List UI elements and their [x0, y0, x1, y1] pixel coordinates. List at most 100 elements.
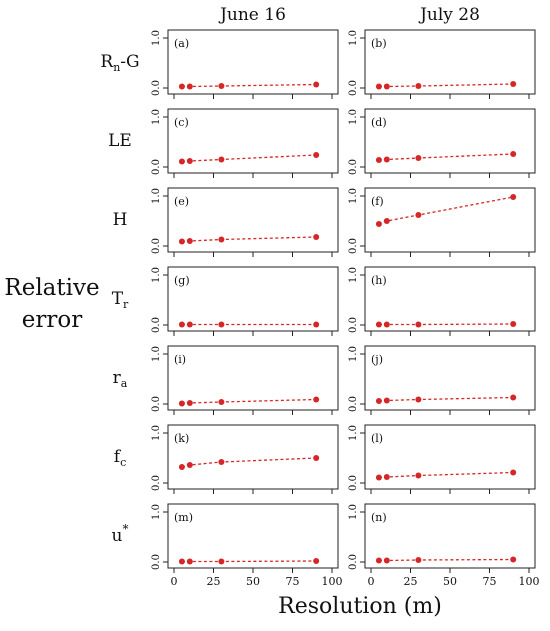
panel: 0.0 1.0 (i) [151, 345, 339, 415]
panel-label: (g) [174, 274, 190, 287]
series-line [378, 153, 514, 161]
data-point [186, 400, 193, 406]
row-label: LE [108, 131, 132, 151]
data-point [186, 158, 193, 164]
data-point [218, 156, 225, 163]
panel-label: (j) [371, 353, 383, 366]
data-point [375, 557, 382, 564]
series-line [181, 398, 317, 405]
data-point [375, 398, 382, 404]
row-label: u* [112, 522, 129, 546]
y-tick-label: 0.0 [151, 554, 162, 570]
panel: 0.0 1.0 (b) [348, 29, 536, 99]
x-tick-label: 100 [519, 575, 540, 588]
data-point [186, 83, 193, 90]
data-point [375, 474, 382, 481]
series-line [181, 154, 317, 163]
panel-frame [364, 108, 536, 174]
panel-label: (m) [174, 511, 193, 524]
data-point [415, 212, 422, 218]
panel-label: (b) [371, 37, 387, 50]
panel-frame [167, 503, 339, 569]
panel-label: (l) [371, 432, 383, 445]
y-tick-label: 1.0 [151, 30, 162, 46]
y-tick-label: 0.0 [151, 475, 162, 491]
panel-label: (k) [174, 432, 189, 445]
y-tick-label: 1.0 [151, 504, 162, 520]
data-point [383, 83, 390, 90]
y-tick-label: 1.0 [348, 346, 359, 362]
panel-frame [364, 503, 536, 569]
panel-frame [167, 108, 339, 174]
data-point [313, 558, 320, 564]
data-point [510, 194, 517, 200]
data-point [510, 469, 517, 476]
panel: 0.0 1.0 (c) [151, 108, 339, 178]
data-point [313, 81, 320, 88]
data-point [218, 83, 225, 89]
data-point [375, 157, 382, 163]
panel-frame [364, 266, 536, 332]
x-tick-label: 75 [483, 575, 497, 588]
data-point [178, 400, 185, 407]
data-point [383, 156, 390, 163]
y-tick-label: 1.0 [348, 504, 359, 520]
data-point [178, 83, 185, 90]
panel: 0.0 1.0 (g) [151, 266, 339, 336]
y-tick-label: 0.0 [151, 317, 162, 333]
data-point [415, 321, 422, 328]
series-line [378, 323, 514, 326]
panel-frame [167, 29, 339, 95]
panel: 0.0 1.0 0 25 50 75 100 (n) [348, 503, 540, 588]
data-point [510, 81, 517, 87]
data-point [178, 558, 185, 565]
y-tick-label: 0.0 [348, 238, 359, 254]
panel-label: (e) [174, 195, 189, 208]
panel: 0.0 1.0 (f) [348, 187, 536, 257]
data-point [186, 462, 193, 468]
panel-frame [167, 187, 339, 253]
data-point [313, 234, 320, 240]
x-tick-label: 25 [207, 575, 221, 588]
panel: 0.0 1.0 (e) [151, 187, 339, 257]
series-line [378, 196, 514, 225]
data-point [415, 396, 422, 403]
data-point [178, 464, 185, 470]
data-point [510, 151, 517, 157]
y-tick-label: 1.0 [348, 30, 359, 46]
panel-frame [364, 29, 536, 95]
data-point [186, 558, 193, 565]
y-tick-label: 0.0 [151, 159, 162, 175]
y-tick-label: 1.0 [348, 188, 359, 204]
x-tick-label: 0 [171, 575, 178, 588]
panel: 0.0 1.0 0 25 50 75 100 (m) [151, 503, 343, 588]
y-tick-label: 1.0 [348, 267, 359, 283]
series-line [378, 396, 514, 402]
row-label: H [113, 210, 128, 230]
data-point [178, 321, 185, 328]
data-point [313, 455, 320, 461]
data-point [186, 321, 193, 328]
data-point [510, 556, 517, 563]
panel: 0.0 1.0 (a) [151, 29, 339, 99]
row-label: Tr [112, 289, 129, 311]
series-line [181, 560, 317, 563]
data-point [375, 83, 382, 90]
panel-frame [167, 266, 339, 332]
panel-frame [364, 424, 536, 490]
column-header: June 16 [218, 5, 286, 25]
y-tick-label: 0.0 [151, 238, 162, 254]
x-tick-label: 25 [404, 575, 418, 588]
x-tick-label: 0 [368, 575, 375, 588]
column-header: July 28 [418, 5, 480, 25]
panel-frame [167, 345, 339, 411]
panel-label: (n) [371, 511, 387, 524]
y-axis-label-line1: Relative [4, 275, 99, 301]
data-point [510, 321, 517, 327]
y-tick-label: 1.0 [348, 109, 359, 125]
y-tick-label: 0.0 [348, 317, 359, 333]
data-point [510, 394, 517, 401]
series-line [378, 83, 514, 88]
data-point [178, 158, 185, 165]
panel-label: (h) [371, 274, 387, 287]
